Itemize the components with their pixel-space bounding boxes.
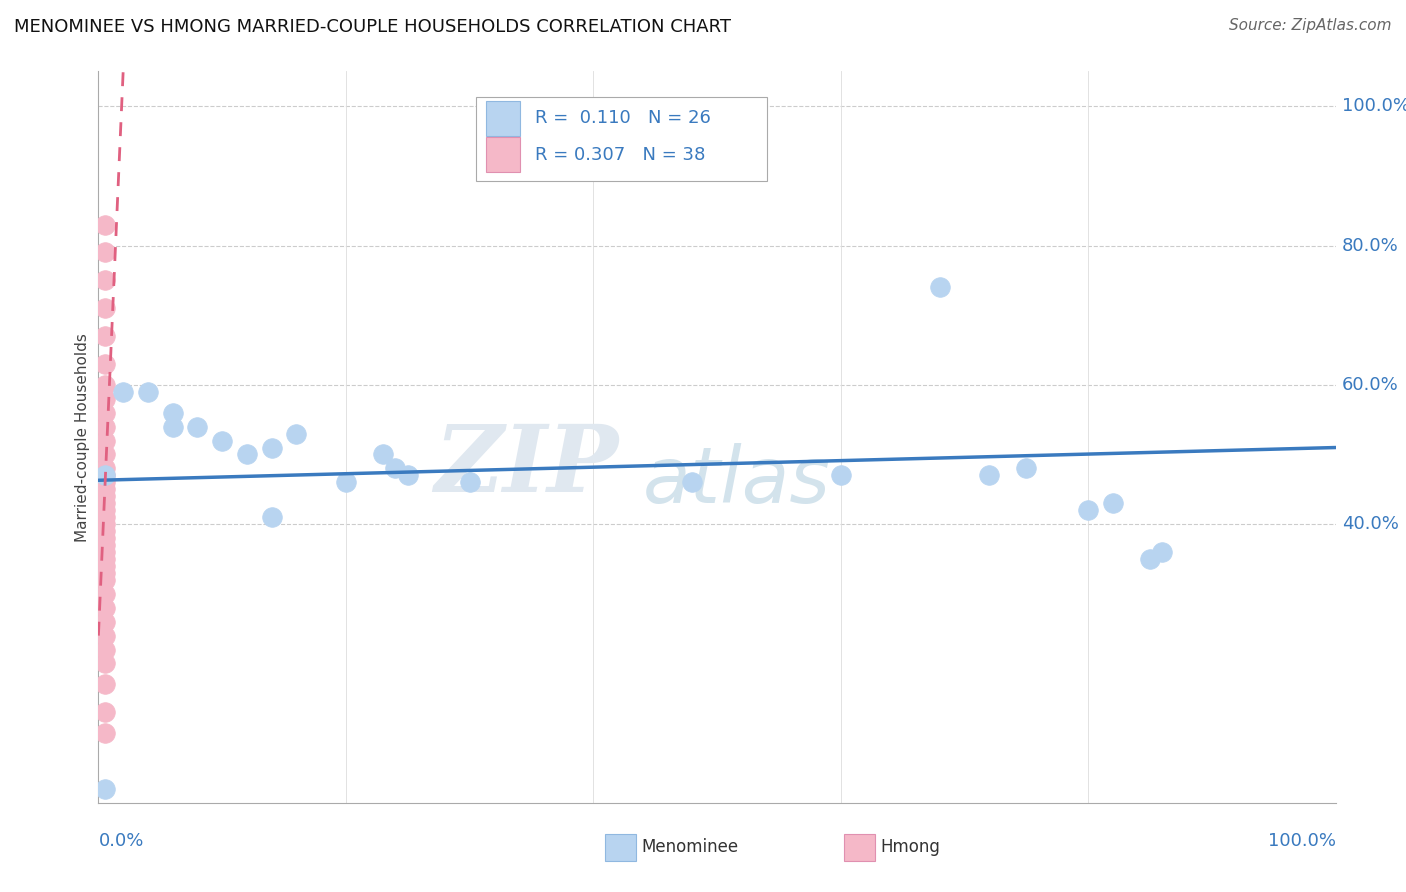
Point (186, 419, 208, 434)
Point (260, 510, 283, 524)
Point (93, 524, 115, 538)
Point (1077, 503, 1099, 517)
Point (93, 538, 115, 552)
Point (93, 517, 115, 532)
Y-axis label: Married-couple Households: Married-couple Households (75, 333, 90, 541)
Point (260, 441, 283, 455)
Point (93, 468, 115, 483)
Text: 80.0%: 80.0% (1341, 236, 1399, 254)
Point (93, 419, 115, 434)
Point (384, 461, 406, 475)
Point (928, 280, 950, 294)
Point (93, 434, 115, 448)
Point (93, 357, 115, 371)
Point (458, 475, 481, 490)
Text: 60.0%: 60.0% (1341, 376, 1399, 394)
Text: 40.0%: 40.0% (1341, 516, 1399, 533)
Point (335, 475, 357, 490)
Point (162, 406, 184, 420)
Point (211, 434, 233, 448)
Point (93, 218, 115, 232)
Point (93, 503, 115, 517)
FancyBboxPatch shape (475, 97, 766, 181)
Point (93, 629, 115, 643)
Point (93, 475, 115, 490)
Text: MENOMINEE VS HMONG MARRIED-COUPLE HOUSEHOLDS CORRELATION CHART: MENOMINEE VS HMONG MARRIED-COUPLE HOUSEH… (14, 18, 731, 36)
Point (93, 406, 115, 420)
Text: Hmong: Hmong (880, 838, 941, 856)
Point (93, 273, 115, 287)
Point (93, 468, 115, 483)
Point (93, 552, 115, 566)
Point (93, 461, 115, 475)
Point (93, 392, 115, 406)
Point (93, 489, 115, 503)
Text: 0.0%: 0.0% (98, 832, 143, 850)
Point (285, 426, 308, 441)
Point (93, 545, 115, 559)
Point (1152, 545, 1174, 559)
Point (396, 468, 419, 483)
Point (93, 510, 115, 524)
Point (112, 384, 135, 399)
Point (162, 419, 184, 434)
Point (93, 657, 115, 671)
Point (93, 615, 115, 629)
Text: Source: ZipAtlas.com: Source: ZipAtlas.com (1229, 18, 1392, 33)
Point (371, 448, 394, 462)
Text: Menominee: Menominee (641, 838, 738, 856)
Point (93, 573, 115, 587)
Point (93, 558, 115, 573)
FancyBboxPatch shape (485, 101, 520, 136)
Point (93, 600, 115, 615)
Point (93, 781, 115, 796)
Point (93, 448, 115, 462)
Point (830, 468, 852, 483)
FancyBboxPatch shape (485, 137, 520, 172)
Point (1015, 461, 1038, 475)
Point (93, 705, 115, 719)
Point (93, 587, 115, 601)
Point (681, 475, 703, 490)
Point (93, 566, 115, 580)
Point (93, 301, 115, 316)
Point (93, 245, 115, 260)
Point (1102, 496, 1125, 510)
Text: R = 0.307   N = 38: R = 0.307 N = 38 (536, 145, 706, 164)
Point (93, 377, 115, 392)
Point (1139, 552, 1161, 566)
Text: ZIP: ZIP (434, 421, 619, 511)
Point (93, 726, 115, 740)
Text: atlas: atlas (643, 443, 831, 519)
Point (979, 468, 1001, 483)
Point (93, 496, 115, 510)
Text: 100.0%: 100.0% (1341, 97, 1406, 115)
Point (93, 329, 115, 343)
Text: 100.0%: 100.0% (1268, 832, 1336, 850)
Point (93, 483, 115, 497)
Point (93, 642, 115, 657)
Point (93, 531, 115, 545)
Point (236, 448, 259, 462)
Point (93, 677, 115, 691)
Text: R =  0.110   N = 26: R = 0.110 N = 26 (536, 109, 711, 128)
Point (136, 384, 159, 399)
